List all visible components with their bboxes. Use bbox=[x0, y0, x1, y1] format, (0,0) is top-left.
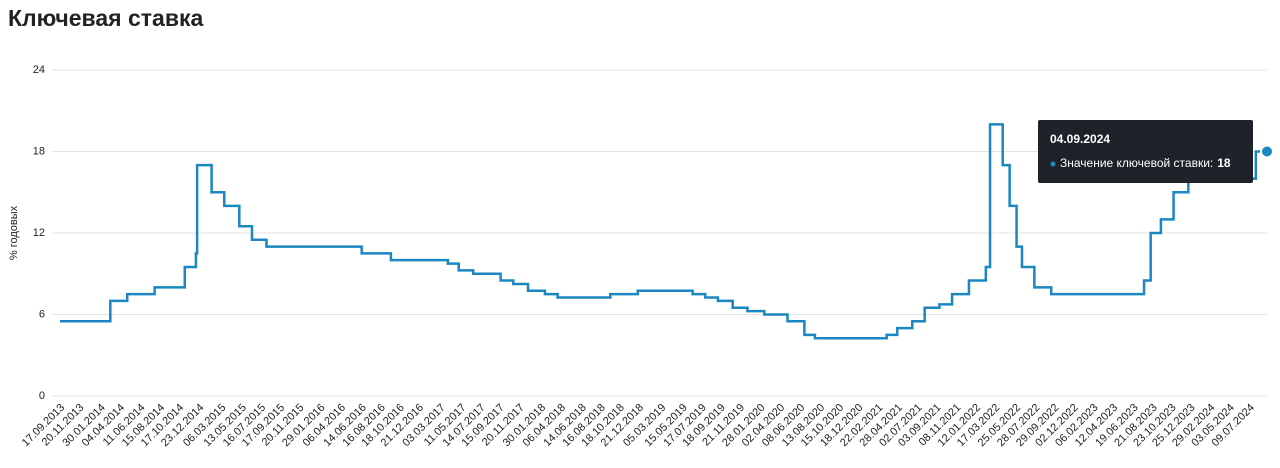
y-tick-label: 18 bbox=[33, 145, 45, 157]
tooltip-value: 18 bbox=[1217, 156, 1231, 170]
y-tick-label: 6 bbox=[39, 308, 45, 320]
tooltip-label: Значение ключевой ставки: 18 bbox=[1060, 156, 1231, 170]
y-tick-label: 24 bbox=[33, 64, 45, 76]
tooltip-dot bbox=[1050, 161, 1056, 167]
tooltip-series-name: Значение ключевой ставки: bbox=[1060, 156, 1213, 170]
y-tick-label: 12 bbox=[33, 227, 45, 239]
tooltip-date: 04.09.2024 bbox=[1050, 132, 1110, 146]
y-tick-label: 0 bbox=[39, 390, 45, 402]
tooltip: 04.09.2024 Значение ключевой ставки: 18 bbox=[1038, 120, 1253, 183]
rate-line bbox=[60, 123, 1267, 340]
hover-point bbox=[1260, 144, 1274, 159]
chart-title: Ключевая ставка bbox=[8, 5, 203, 31]
y-axis-label: % годовых bbox=[8, 205, 20, 260]
tooltip-box bbox=[1038, 120, 1253, 183]
